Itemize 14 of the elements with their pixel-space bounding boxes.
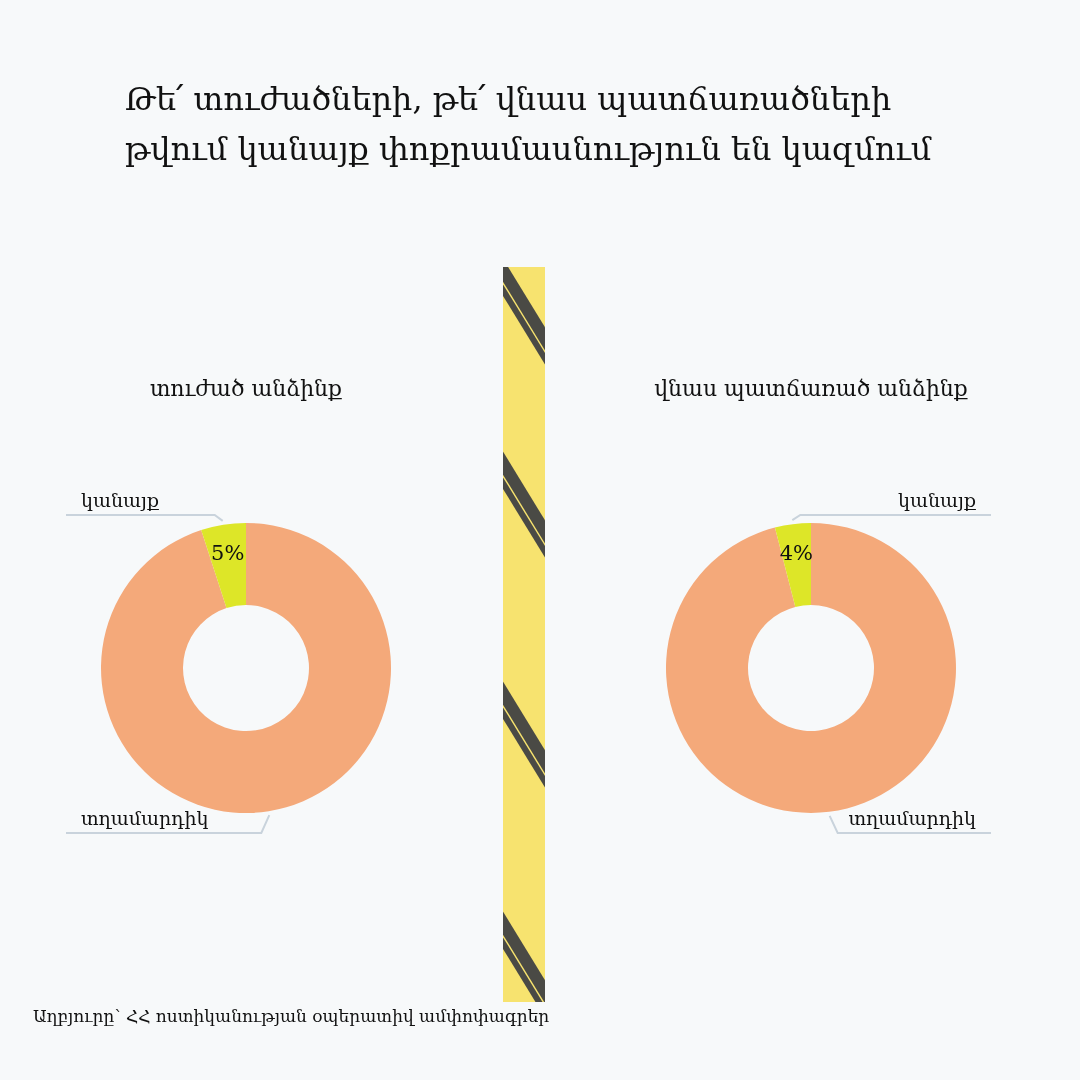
chart-title: վնաս պատճառած անձինք: [654, 376, 968, 401]
text: Թե՛ տուժածների, թե՛ վնաս պատճառածների թվում կանայք փոքրամասնություն են կազմում: [125, 80, 932, 168]
donut-slice: [774, 523, 811, 607]
chart-title: տուժած անձինք: [149, 376, 343, 401]
donut-slice: [666, 523, 956, 813]
text: Աղբյուրը՝ ՀՀ ոստիկանության օպերատիվ ամփոփագրեր: [33, 1006, 550, 1026]
slice-label: կանայք: [81, 489, 160, 511]
slice-label: տղամարդիկ: [848, 807, 977, 829]
donut-slice: [101, 523, 391, 813]
slice-label: տղամարդիկ: [81, 807, 209, 829]
data-label: 5%: [211, 541, 245, 566]
donut-slice: [201, 523, 246, 609]
data-label: 4%: [779, 540, 813, 565]
slice-label: կանայք: [897, 489, 976, 511]
